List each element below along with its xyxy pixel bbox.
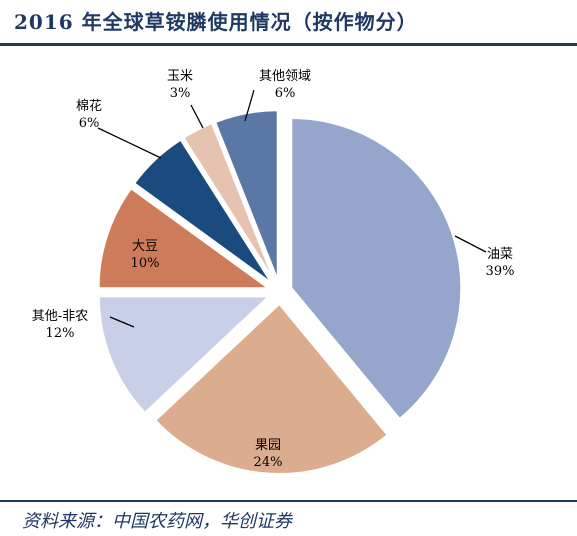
leader-line	[109, 316, 135, 328]
slice-category-label: 其他-非农	[32, 309, 88, 324]
leader-line	[190, 104, 204, 129]
pie-slice	[97, 295, 272, 415]
slice-percent-label: 10%	[131, 256, 160, 271]
chart-title: 2016 年全球草铵膦使用情况（按作物分）	[14, 10, 418, 34]
leader-line	[244, 89, 255, 122]
pie-slices	[97, 109, 463, 475]
slice-percent-label: 24%	[254, 455, 283, 470]
slice-percent-label: 12%	[46, 326, 75, 341]
pie-labels: 油菜 39% 果园 24% 其他-非农 12% 大豆 10% 棉花 6% 玉米 3% 其他领域 6%	[32, 69, 515, 470]
pie-slice	[182, 121, 276, 282]
slice-percent-label: 3%	[170, 86, 191, 101]
pie-slice	[153, 302, 390, 475]
slice-category-label: 玉米	[167, 69, 193, 84]
pie-slice	[213, 109, 279, 281]
slice-category-label: 油菜	[487, 247, 513, 262]
slice-category-label: 大豆	[132, 239, 158, 254]
source-note: 资料来源：中国农药网，华创证券	[22, 511, 292, 532]
source-divider	[0, 500, 577, 502]
slice-percent-label: 6%	[275, 86, 296, 101]
title-underline	[0, 43, 577, 46]
leader-line	[454, 235, 487, 253]
leader-line	[97, 127, 162, 159]
pie-slice	[132, 138, 273, 285]
slice-percent-label: 6%	[79, 116, 100, 131]
pie-slice	[290, 116, 463, 421]
slice-category-label: 棉花	[76, 98, 102, 114]
slice-category-label: 其他领域	[259, 69, 311, 84]
pie-slice	[97, 186, 272, 290]
slice-percent-label: 39%	[486, 264, 515, 279]
slice-category-label: 果园	[255, 438, 281, 453]
pie-chart: 油菜 39% 果园 24% 其他-非农 12% 大豆 10% 棉花 6% 玉米 3% 其他领域 6%	[32, 69, 515, 475]
